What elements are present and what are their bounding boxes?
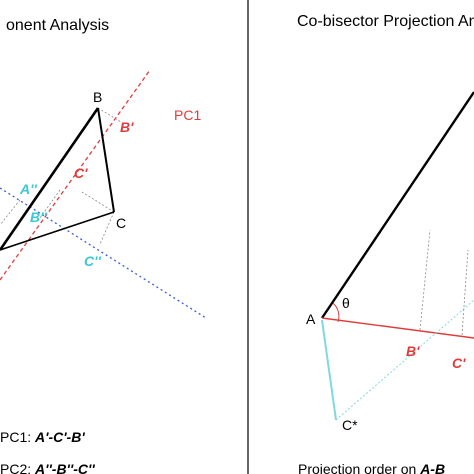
- left-panel-title: onent Analysis: [6, 17, 109, 34]
- point-c-label: C: [116, 215, 126, 231]
- projection-guides: [0, 107, 122, 245]
- edge-bc: [97, 107, 115, 213]
- proj-c-label: C': [452, 355, 466, 371]
- point-b-label: B: [93, 89, 102, 105]
- projection-axis: [321, 317, 474, 339]
- caption-projection-order: Projection order on A-B: [298, 461, 445, 474]
- proj-pc2-c-label: C'': [84, 253, 101, 269]
- angle-arc: [332, 302, 340, 323]
- angle-theta-label: θ: [342, 295, 350, 311]
- proj-pc2-a-label: A'': [19, 181, 37, 197]
- proj-pc1-b-label: B': [120, 119, 134, 135]
- cstar-dotted-line: [335, 299, 474, 421]
- caption-pc2: PC2: A''-B''-C'': [0, 461, 95, 474]
- proj-pc2-b-label: B'': [30, 209, 47, 225]
- edge-ca: [0, 211, 115, 251]
- right-panel-title: Co-bisector Projection An: [297, 13, 474, 30]
- pc1-axis: [0, 69, 151, 281]
- caption-pc1: PC1: A'-C'-B': [0, 429, 85, 445]
- proj-b-label: B': [406, 343, 420, 359]
- right-panel: Co-bisector Projection An θ A C* B' C' P…: [297, 13, 474, 474]
- pc1-label: PC1: [174, 107, 201, 123]
- segment-a-cstar: [321, 319, 337, 421]
- segment-ab: [321, 91, 474, 319]
- edge-ab: [0, 107, 100, 251]
- right-projection-guides: [419, 229, 469, 336]
- pc2-axis: [0, 187, 207, 319]
- point-a-label: A: [306, 311, 316, 327]
- proj-pc1-c-label: C': [74, 165, 88, 181]
- left-panel: onent Analysis B C PC1 B' C' A'' B'' C'': [0, 17, 207, 474]
- point-cstar-label: C*: [342, 417, 358, 433]
